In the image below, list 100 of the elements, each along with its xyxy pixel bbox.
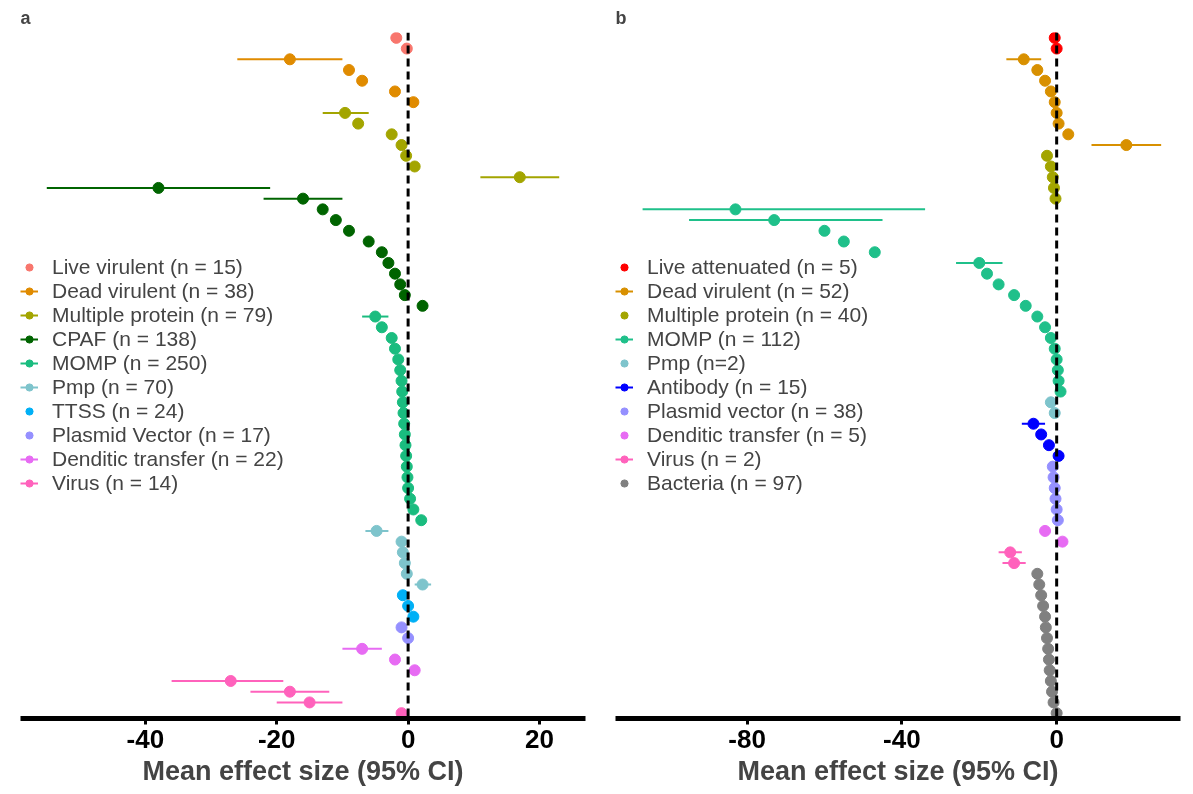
point <box>356 642 369 655</box>
point <box>297 192 309 205</box>
point <box>388 85 401 98</box>
point <box>1120 139 1133 152</box>
legend-label: Dead virulent (n = 52) <box>647 279 850 303</box>
x-tick-label: -40 <box>126 723 165 754</box>
point <box>1042 439 1055 452</box>
point <box>362 235 375 248</box>
point <box>1044 332 1057 344</box>
legend-label: Virus (n = 14) <box>52 471 179 495</box>
legend-label: Live attenuated (n = 5) <box>647 255 858 279</box>
point <box>1008 289 1021 302</box>
point <box>1008 557 1021 570</box>
point <box>342 64 355 76</box>
point <box>1031 310 1044 323</box>
x-tick-label: -80 <box>728 723 766 754</box>
legend-label: Multiple protein (n = 40) <box>647 303 869 327</box>
point <box>392 353 405 366</box>
point <box>513 171 526 184</box>
x-axis-title: Mean effect size (95% CI) <box>737 755 1059 786</box>
x-tick-label: 0 <box>1049 723 1064 754</box>
point <box>973 256 986 269</box>
legend-label: MOMP (n = 250) <box>52 351 208 375</box>
x-axis-title: Mean effect size (95% CI) <box>142 755 464 786</box>
point <box>1031 567 1044 580</box>
chart-title: a <box>20 7 32 28</box>
point <box>395 621 408 634</box>
legend-label: MOMP (n = 112) <box>647 327 801 351</box>
point <box>1017 53 1030 66</box>
point <box>388 342 401 355</box>
point <box>394 278 407 291</box>
point <box>1044 85 1057 98</box>
point <box>385 332 398 344</box>
legend-label: Denditic transfer (n = 22) <box>52 447 284 471</box>
point <box>396 385 409 398</box>
point <box>1039 621 1052 634</box>
point <box>388 653 401 666</box>
point <box>316 203 329 216</box>
point <box>1042 642 1055 655</box>
point <box>395 139 408 152</box>
point <box>396 546 409 559</box>
point <box>729 203 742 216</box>
legend-label: Multiple protein (n = 79) <box>52 303 274 327</box>
point <box>1035 589 1048 602</box>
legend-label: Pmp (n = 70) <box>52 375 174 399</box>
point <box>416 299 429 312</box>
point <box>1039 74 1052 87</box>
point <box>375 321 388 334</box>
point <box>283 53 296 66</box>
point <box>1040 149 1053 162</box>
point <box>1044 396 1057 409</box>
point <box>416 578 429 591</box>
x-tick-label: 20 <box>525 723 554 754</box>
point <box>1062 128 1075 141</box>
point <box>329 214 342 227</box>
point <box>152 181 165 194</box>
x-tick-label: -20 <box>257 723 296 754</box>
legend-label: Denditic transfer (n = 5) <box>647 423 868 447</box>
point <box>396 589 409 602</box>
point <box>1035 428 1048 441</box>
point <box>1043 664 1056 677</box>
point <box>992 278 1005 291</box>
point <box>339 106 352 119</box>
point <box>981 267 994 280</box>
point <box>385 128 398 141</box>
legend-label: Virus (n = 2) <box>647 447 762 471</box>
legend-label: TTSS (n = 24) <box>52 399 185 423</box>
point <box>1039 321 1052 334</box>
point <box>1037 599 1050 612</box>
point <box>837 235 850 248</box>
legend-label: Dead virulent (n = 38) <box>52 279 255 303</box>
point <box>283 685 296 698</box>
point <box>1033 578 1046 591</box>
point <box>1019 299 1032 312</box>
point <box>1004 546 1017 559</box>
point <box>407 610 420 623</box>
legend-label: Plasmid Vector (n = 17) <box>52 423 271 447</box>
point <box>375 246 388 259</box>
point <box>224 675 237 687</box>
point <box>395 535 408 548</box>
point <box>390 32 403 44</box>
point <box>768 214 781 227</box>
point <box>1042 653 1055 666</box>
point <box>382 256 395 269</box>
x-tick-label: -40 <box>883 723 921 754</box>
point <box>408 160 421 173</box>
point <box>396 396 409 409</box>
x-tick-label: 0 <box>400 723 416 754</box>
legend-label: Bacteria (n = 97) <box>647 471 803 495</box>
point <box>1056 535 1069 548</box>
point <box>407 503 420 516</box>
point <box>1027 417 1040 430</box>
point <box>352 117 365 130</box>
point <box>818 224 831 237</box>
point <box>1039 524 1052 537</box>
point <box>388 267 401 280</box>
point <box>1044 675 1057 687</box>
point <box>868 246 881 259</box>
legend-label: CPAF (n = 138) <box>52 327 197 351</box>
legend-label: Live virulent (n = 15) <box>52 255 243 279</box>
